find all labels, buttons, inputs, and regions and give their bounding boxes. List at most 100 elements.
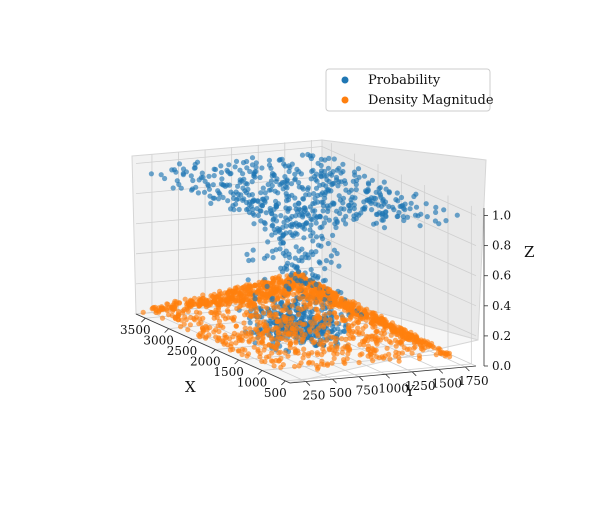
density-magnitude-point [357,342,363,348]
x-tick-label: 1000 [237,375,268,389]
density-magnitude-point [301,296,307,302]
probability-point [310,275,316,282]
density-magnitude-point [370,358,376,364]
probability-point [354,177,360,184]
probability-point [400,214,406,220]
density-magnitude-point [299,339,305,345]
probability-point [271,216,277,222]
probability-point [340,161,346,167]
density-magnitude-point [235,348,241,354]
probability-point [206,173,212,179]
density-magnitude-point [300,355,306,361]
probability-point [333,174,340,181]
density-magnitude-point [178,317,185,323]
density-magnitude-point [192,317,198,323]
density-magnitude-point [383,321,389,327]
density-magnitude-point [173,299,180,305]
probability-point [278,213,284,219]
probability-point [318,174,324,180]
probability-point [326,155,332,161]
density-magnitude-point [180,310,186,316]
density-magnitude-point [318,296,324,302]
probability-point [402,207,408,213]
density-magnitude-point [230,334,236,340]
probability-point [353,187,359,193]
density-magnitude-point [373,329,379,335]
probability-point [289,161,295,167]
probability-point [283,283,289,289]
y-tick-mark [305,381,311,386]
probability-point [281,219,287,225]
y-gridline [151,154,307,382]
probability-point [269,211,275,217]
probability-point [364,189,370,195]
density-magnitude-point [252,282,258,288]
probability-point [250,210,256,217]
z-tick-label: 0.6 [492,269,511,283]
probability-point [325,240,331,247]
density-magnitude-point [334,351,340,357]
x-tick-label: 500 [264,386,287,400]
probability-point [296,257,302,264]
density-magnitude-point [185,308,191,314]
probability-point [173,169,179,175]
density-magnitude-point [156,309,162,315]
density-magnitude-point [249,312,255,318]
probability-point [307,227,313,233]
density-magnitude-point [261,310,267,316]
probability-point [262,220,268,227]
x-tick-mark [211,349,216,354]
density-magnitude-point [374,316,380,322]
probability-point [322,195,328,201]
density-magnitude-point [357,352,363,358]
density-magnitude-point [319,352,325,358]
density-magnitude-point [237,304,243,310]
density-magnitude-point [447,354,453,360]
probability-point [198,175,204,181]
probability-point [283,215,289,221]
density-magnitude-point [406,346,412,352]
probability-point [188,173,194,179]
x-axis-line [135,313,291,384]
probability-point [296,269,302,275]
probability-point [299,246,305,252]
density-magnitude-point [329,360,335,366]
probability-point [376,186,382,192]
density-magnitude-point [257,354,263,360]
probability-point [300,186,306,192]
density-magnitude-point [396,358,402,364]
density-magnitude-point [289,303,295,309]
density-magnitude-point [327,296,333,302]
probability-point [325,165,331,171]
density-magnitude-point [378,330,384,336]
probability-point [433,209,439,215]
density-magnitude-point [282,291,288,298]
probability-point [329,172,335,178]
density-magnitude-point [346,331,352,337]
probability-point [312,208,318,214]
density-magnitude-point [349,302,355,308]
probability-point [247,168,253,175]
probability-point [268,165,274,171]
probability-point [249,155,256,161]
probability-point [218,169,225,176]
density-magnitude-point [355,301,361,308]
probability-point [277,182,283,188]
density-magnitude-point [244,286,251,292]
density-magnitude-point [276,357,282,364]
probability-point [311,191,317,197]
density-magnitude-point [290,283,296,289]
probability-point [373,220,379,226]
y-tick-mark [438,369,444,374]
density-magnitude-point [222,335,228,341]
probability-point [224,167,230,173]
probability-point [306,192,312,198]
probability-point [266,157,272,163]
density-magnitude-point [291,333,297,339]
probability-point [342,180,348,187]
density-magnitude-point [290,291,296,298]
probability-point [231,195,237,201]
density-magnitude-point [191,295,198,301]
probability-point [362,206,368,212]
probability-point [194,159,201,165]
